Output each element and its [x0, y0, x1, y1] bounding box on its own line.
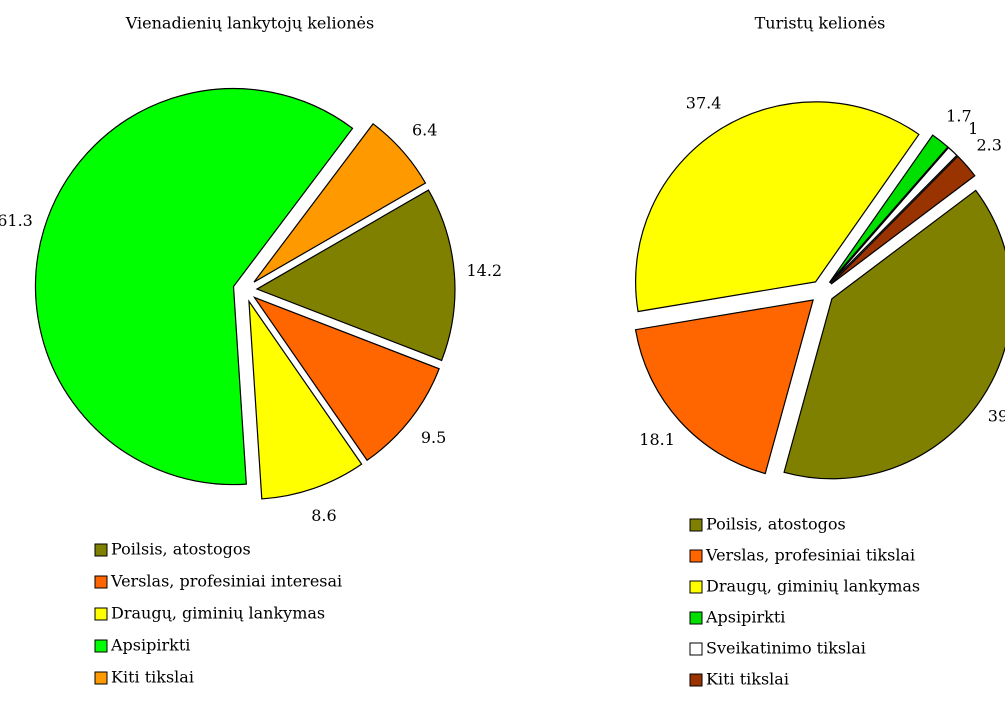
- legend-swatch: [689, 642, 703, 656]
- pie-slice: [248, 299, 363, 500]
- data-label: 8.6: [311, 506, 336, 525]
- legend-swatch: [689, 549, 703, 563]
- pie-slice: [634, 299, 814, 475]
- legend-swatch: [94, 607, 108, 621]
- legend-swatch: [689, 580, 703, 594]
- legend-label: Poilsis, atostogos: [706, 515, 846, 534]
- data-label: 37.4: [686, 94, 722, 113]
- pie-slice: [829, 146, 958, 284]
- pie-slice: [783, 189, 1005, 480]
- legend-label: Verslas, profesiniai tikslai: [705, 546, 915, 565]
- pie-slice: [635, 101, 920, 313]
- pie-slice: [255, 189, 456, 362]
- legend-swatch: [689, 673, 703, 687]
- legend-label: Verslas, profesiniai interesai: [110, 572, 342, 591]
- pie-slice: [253, 122, 427, 283]
- data-label: 1.7: [946, 107, 971, 126]
- legend-swatch: [689, 518, 703, 532]
- legend-swatch: [94, 639, 108, 653]
- pie-slice: [252, 296, 440, 462]
- pie-slice: [830, 155, 976, 285]
- legend-label: Draugų, giminių lankymas: [111, 604, 325, 623]
- legend-swatch: [94, 575, 108, 589]
- legend-label: Poilsis, atostogos: [111, 540, 251, 559]
- legend-label: Draugų, giminių lankymas: [706, 577, 920, 596]
- chart-title: Turistų kelionės: [755, 14, 886, 33]
- legend-label: Apsipirkti: [705, 608, 785, 627]
- data-label: 1: [968, 119, 978, 138]
- legend-swatch: [94, 671, 108, 685]
- data-label: 61.3: [0, 211, 33, 230]
- data-label: 9.5: [421, 428, 446, 447]
- chart-title: Vienadienių lankytojų kelionės: [125, 14, 374, 33]
- pie-slice: [34, 87, 354, 486]
- data-label: 2.3: [976, 135, 1001, 154]
- data-label: 6.4: [412, 120, 437, 139]
- data-label: 39.6: [988, 406, 1005, 425]
- legend-label: Kiti tikslai: [706, 670, 789, 689]
- legend-label: Apsipirkti: [110, 636, 190, 655]
- data-label: 18.1: [639, 430, 675, 449]
- pie-slice: [828, 134, 949, 283]
- data-label: 14.2: [466, 261, 502, 280]
- legend-label: Kiti tikslai: [111, 668, 194, 687]
- legend-swatch: [689, 611, 703, 625]
- legend-swatch: [94, 543, 108, 557]
- legend-label: Sveikatinimo tikslai: [706, 639, 866, 658]
